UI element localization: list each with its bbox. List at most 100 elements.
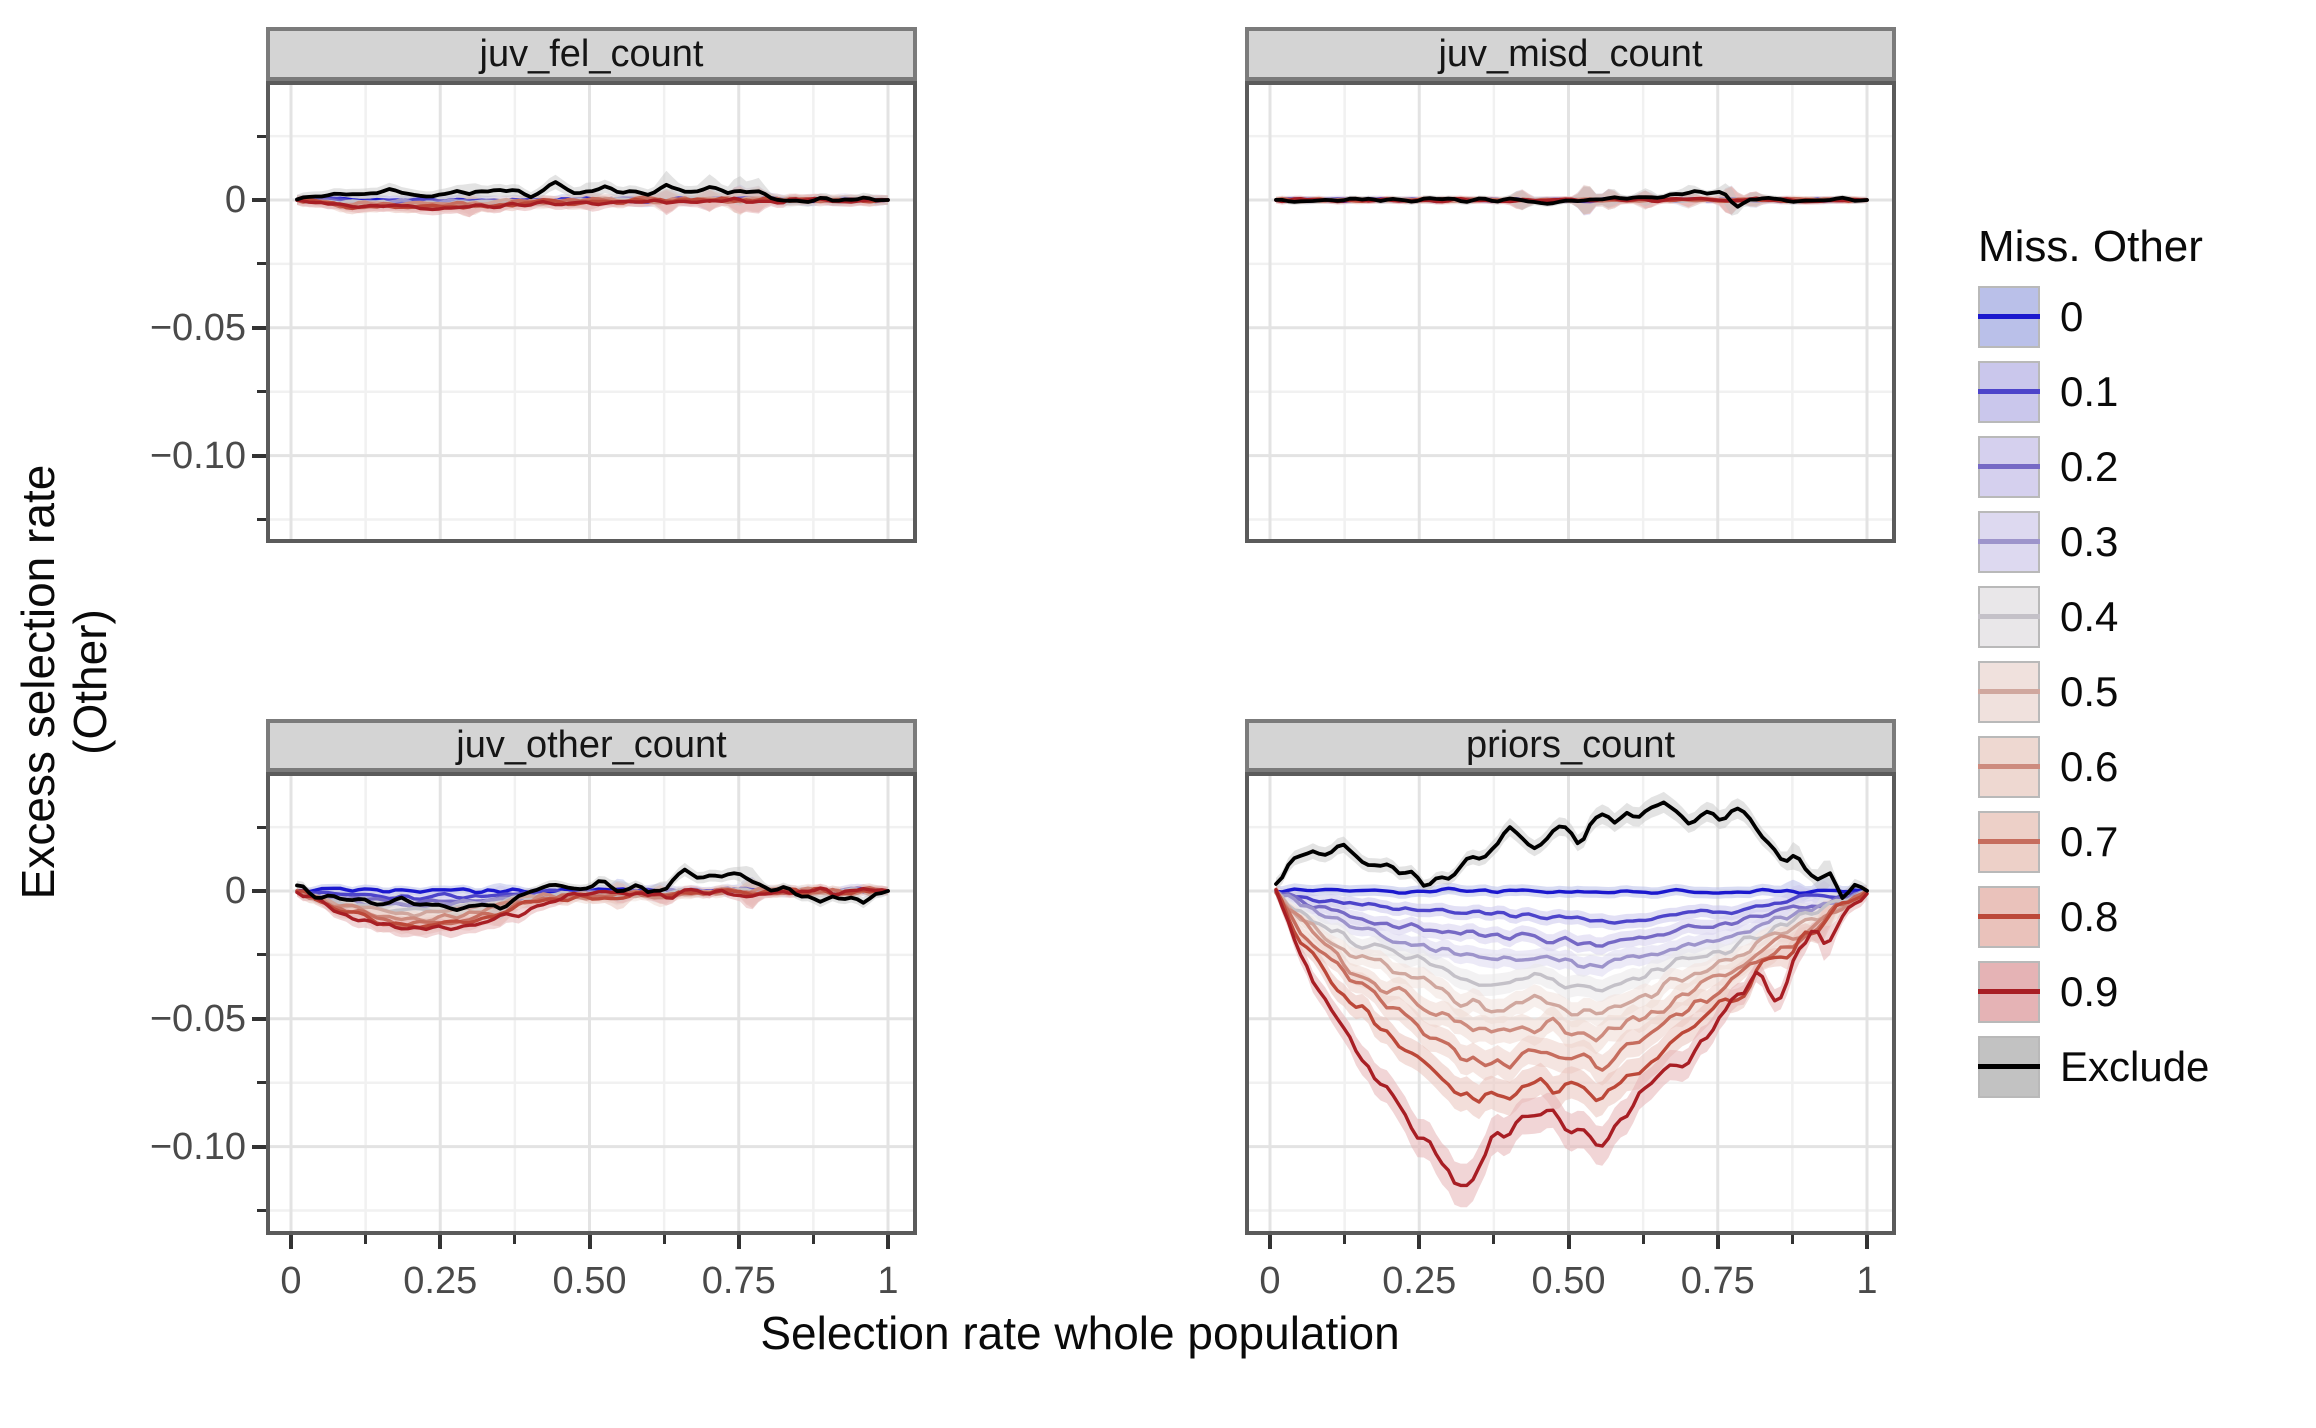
y-axis-tick-label: −0.05 [149,306,246,349]
legend-key-swatch [1978,1036,2040,1098]
panel-juv-fel-count [266,81,917,543]
facet-strip-juv-misd-count: juv_misd_count [1245,27,1896,81]
legend-key-line [1978,389,2040,394]
y-axis-tick-label: −0.10 [149,1125,246,1168]
x-axis-tick [289,1235,293,1249]
y-axis-minor-tick [257,518,266,521]
legend-entry-0.8: 0.8 [1978,886,2209,948]
ribbon-priors_count-0 [1276,875,1867,906]
legend-key-swatch [1978,661,2040,723]
legend-key-swatch [1978,886,2040,948]
legend-entry-label: Exclude [2060,1043,2210,1090]
y-axis-minor-tick [257,1209,266,1212]
x-axis-tick [587,1235,592,1249]
ribbon-priors_count-0.6 [1276,885,1867,1055]
x-axis-tick [736,1235,741,1249]
panel-plot-area-juv_other_count [266,772,917,1235]
legend-entry-0.7: 0.7 [1978,811,2209,873]
x-axis-title: Selection rate whole population [760,1307,1400,1359]
legend-entry-0.5: 0.5 [1978,661,2209,723]
legend-key-line [1978,764,2040,769]
x-axis-tick [1566,1235,1571,1249]
legend-entry-label: 0.6 [2060,743,2119,790]
x-axis-minor-tick [1343,1235,1347,1244]
ribbon-priors_count-0.9 [1276,884,1867,1208]
y-axis-minor-tick [257,134,266,138]
y-axis-title: Excess selection rate (Other) [12,302,116,1062]
y-axis-title-line1: Excess selection rate [12,464,64,900]
x-axis-tick-label: 1 [877,1260,899,1302]
panel-juv-misd-count [1245,81,1896,543]
x-axis-tick [1268,1235,1272,1249]
legend-entry-Exclude: Exclude [1978,1036,2209,1098]
y-axis-tick [252,1144,266,1149]
panel-plot-area-juv_fel_count [266,81,917,543]
y-axis-title-line2: (Other) [64,609,116,755]
y-axis-tick [252,889,266,893]
panel-priors-count [1245,772,1896,1235]
line-priors_count-0.9 [1274,888,1869,1188]
x-axis-tick-label: 0 [280,1260,302,1302]
y-axis-tick [252,325,266,330]
x-axis-tick-label: 0.25 [403,1260,478,1302]
x-axis-tick-label: 0.50 [552,1260,627,1302]
y-axis-minor-tick [257,390,266,394]
x-axis-tick [886,1235,890,1249]
legend-entry-label: 0.7 [2060,818,2119,865]
facet-strip-juv-other-count: juv_other_count [266,719,917,772]
x-axis-tick-label: 0.50 [1531,1260,1606,1302]
facet-strip-label: priors_count [1465,724,1676,766]
x-axis-tick [1865,1235,1869,1249]
legend-entry-0.1: 0.1 [1978,361,2209,423]
line-juv_other_count-0.9 [295,886,890,932]
legend-rows: 0 0.1 0.2 0.3 0.4 0.5 0.6 0.7 0.8 0.9 Exclude [1978,286,2209,1098]
y-axis-minor-tick [257,825,266,829]
legend-key-swatch [1978,736,2040,798]
legend-key-line [1978,464,2040,469]
line-priors_count-0 [1274,886,1869,895]
x-axis-tick-label: 0.25 [1382,1260,1457,1302]
facet-strip-juv-fel-count: juv_fel_count [266,27,917,81]
x-axis-tick [438,1235,443,1249]
line-priors_count-0.6 [1274,889,1869,1043]
y-axis-tick-label: −0.10 [149,434,246,477]
legend-key-line [1978,539,2040,544]
legend-key-swatch [1978,961,2040,1023]
facet-strip-priors-count: priors_count [1245,719,1896,772]
x-axis-tick-label: 0.75 [701,1260,776,1302]
x-axis-minor-tick [364,1235,368,1244]
y-axis-tick [252,1016,266,1021]
y-axis-tick-label: 0 [224,179,246,221]
legend-entry-0.2: 0.2 [1978,436,2209,498]
line-priors_count-Exclude [1274,800,1869,900]
y-axis-tick [252,453,266,458]
legend-entry-label: 0.3 [2060,518,2119,565]
legend-key-swatch [1978,361,2040,423]
legend-entry-label: 0.8 [2060,893,2119,940]
legend-entry-0: 0 [1978,286,2209,348]
legend-entry-label: 0.9 [2060,968,2119,1015]
y-axis-minor-tick [257,262,266,266]
legend-key-line [1978,839,2040,844]
x-axis-tick-label: 0.75 [1680,1260,1755,1302]
line-priors_count-0.5 [1274,888,1869,1017]
facet-strip-label: juv_fel_count [479,32,704,75]
x-axis-tick [1417,1235,1422,1249]
y-axis-tick-label: 0 [224,870,246,912]
legend-key-line [1978,314,2040,319]
line-priors_count-0.8 [1274,887,1869,1104]
legend-key-swatch [1978,286,2040,348]
legend-key-swatch [1978,436,2040,498]
facet-strip-label: juv_misd_count [1438,32,1703,75]
legend-entry-0.6: 0.6 [1978,736,2209,798]
legend-key-swatch [1978,811,2040,873]
x-axis-minor-tick [1790,1235,1794,1244]
legend-entry-label: 0.1 [2060,368,2119,415]
x-axis-tick [1715,1235,1720,1249]
line-priors_count-0.2 [1274,889,1869,948]
line-juv_fel_count-Exclude [295,180,890,204]
line-juv_other_count-Exclude [295,867,890,912]
legend: Miss. Other 0 0.1 0.2 0.3 0.4 0.5 0.6 0.7 0.8 0.9… [1978,222,2209,1111]
legend-entry-label: 0.2 [2060,443,2119,490]
panel-plot-area-priors_count [1245,772,1896,1235]
